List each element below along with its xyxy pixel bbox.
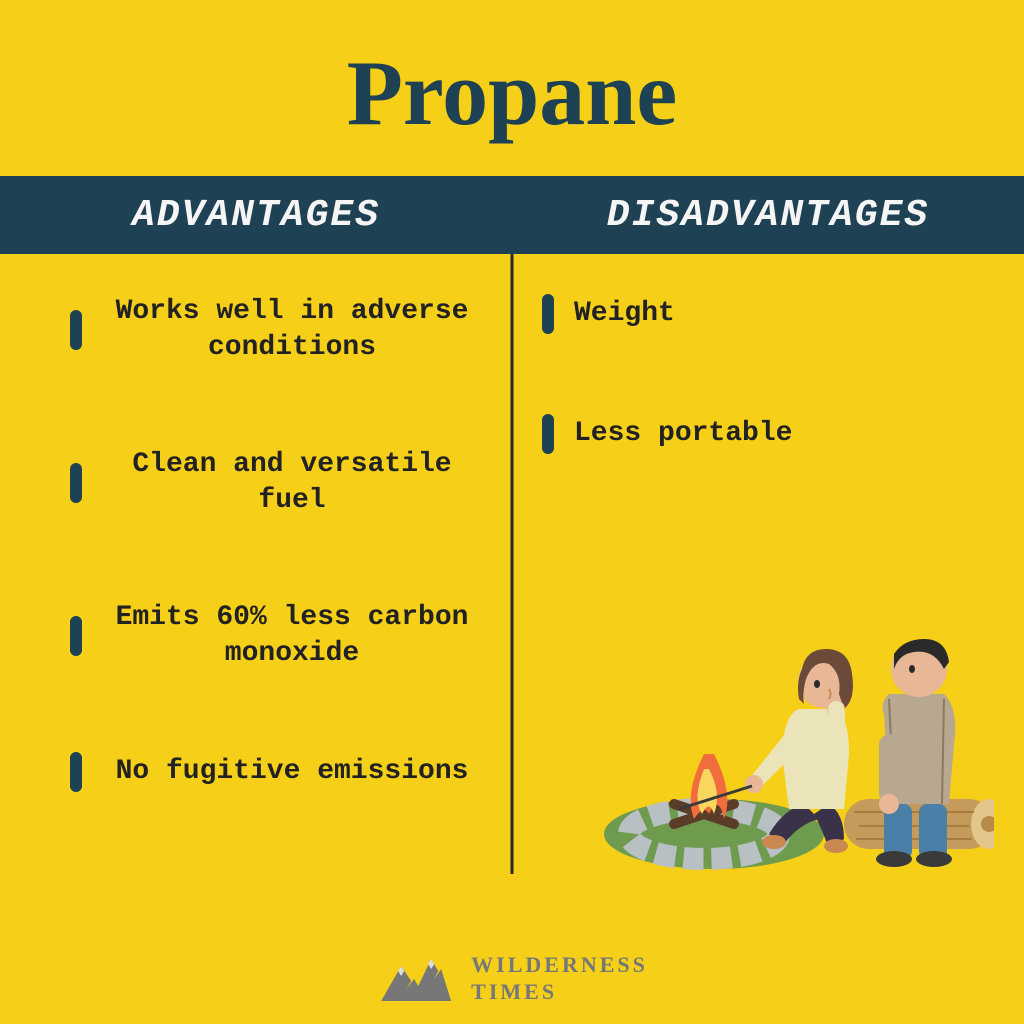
page-title: Propane — [0, 0, 1024, 176]
list-item: Works well in adverse conditions — [70, 294, 482, 367]
comparison-header-bar: ADVANTAGES DISADVANTAGES — [0, 176, 1024, 254]
disadvantages-header: DISADVANTAGES — [512, 194, 1024, 237]
list-item: Emits 60% less carbon monoxide — [70, 600, 482, 673]
list-item: No fugitive emissions — [70, 752, 482, 792]
footer-line-2: TIMES — [471, 979, 648, 1005]
bullet-icon — [542, 294, 554, 334]
comparison-content: Works well in adverse conditions Clean a… — [0, 254, 1024, 894]
advantage-text: No fugitive emissions — [102, 754, 482, 790]
advantage-text: Emits 60% less carbon monoxide — [102, 600, 482, 673]
mountain-logo-icon — [376, 951, 456, 1006]
disadvantages-column: Weight Less portable — [512, 254, 984, 894]
bullet-icon — [70, 310, 82, 350]
center-divider — [511, 254, 514, 874]
advantage-text: Clean and versatile fuel — [102, 447, 482, 520]
bullet-icon — [70, 752, 82, 792]
list-item: Weight — [542, 294, 954, 334]
advantages-header: ADVANTAGES — [0, 194, 512, 237]
list-item: Clean and versatile fuel — [70, 447, 482, 520]
advantages-column: Works well in adverse conditions Clean a… — [40, 254, 512, 894]
footer-brand: WILDERNESS TIMES — [376, 951, 648, 1006]
bullet-icon — [70, 463, 82, 503]
disadvantage-text: Weight — [574, 296, 954, 332]
campfire-couple-illustration — [574, 554, 994, 874]
advantage-text: Works well in adverse conditions — [102, 294, 482, 367]
footer-line-1: WILDERNESS — [471, 952, 648, 978]
bullet-icon — [70, 616, 82, 656]
footer-brand-text: WILDERNESS TIMES — [471, 952, 648, 1005]
list-item: Less portable — [542, 414, 954, 454]
disadvantage-text: Less portable — [574, 416, 954, 452]
bullet-icon — [542, 414, 554, 454]
